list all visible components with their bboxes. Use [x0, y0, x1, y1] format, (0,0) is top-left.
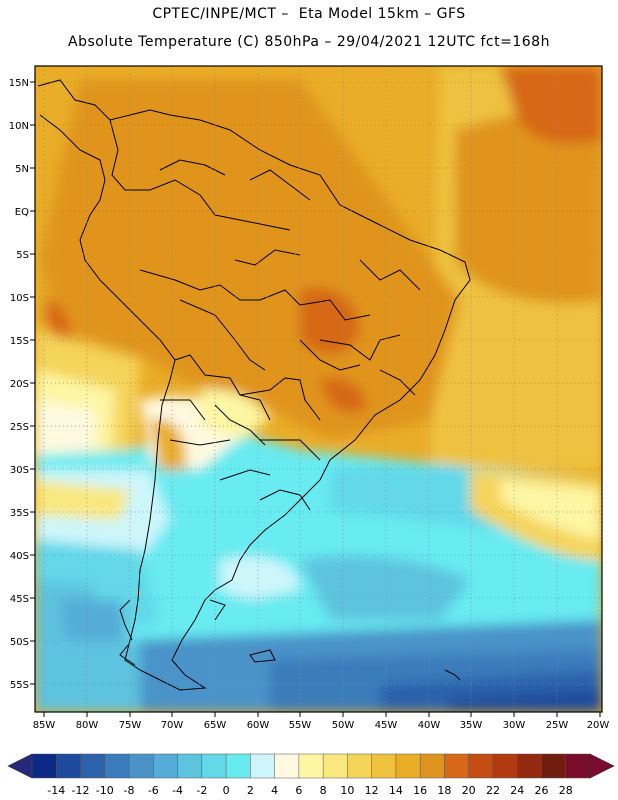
legend-label: 20: [462, 784, 476, 797]
legend-swatch: [541, 753, 567, 779]
lat-label: 20S: [10, 379, 29, 390]
map-frame: [34, 65, 603, 713]
lat-label: 5S: [16, 250, 29, 261]
legend-swatch: [419, 753, 445, 779]
color-legend: -14 -12 -10 -8 -6 -4 -2 0 2 4 6 8 10 12 14 16 18 20 22 24 26…: [7, 753, 615, 797]
lon-label: 85W: [33, 720, 56, 731]
lat-label: 55S: [10, 680, 29, 691]
legend-label: 10: [340, 784, 354, 797]
temperature-field: [35, 66, 602, 712]
legend-swatch: [298, 753, 324, 779]
legend-swatch: [56, 753, 82, 779]
lon-label: 65W: [204, 720, 227, 731]
lat-label: 15N: [9, 78, 29, 89]
legend-swatch: [177, 753, 203, 779]
legend-swatch: [153, 753, 179, 779]
lon-label: 75W: [119, 720, 142, 731]
lon-label: 80W: [76, 720, 99, 731]
lon-label: 40W: [418, 720, 441, 731]
legend-low-arrow: [7, 753, 33, 779]
legend-label: 18: [437, 784, 451, 797]
legend-swatch: [274, 753, 300, 779]
legend-swatch: [468, 753, 494, 779]
lon-label: 70W: [161, 720, 184, 731]
legend-high-arrow: [589, 753, 615, 779]
latitude-labels: 15N 10N 5N EQ 5S 10S 15S 20S 25S 30S 35S…: [9, 78, 29, 691]
legend-label: 12: [365, 784, 379, 797]
lat-label: 35S: [10, 508, 29, 519]
lat-label: 10N: [9, 121, 29, 132]
lon-label: 20W: [587, 720, 610, 731]
legend-label: 28: [559, 784, 573, 797]
legend-swatch: [395, 753, 421, 779]
longitude-labels: 85W 80W 75W 70W 65W 60W 55W 50W 45W 40W …: [33, 720, 610, 731]
lon-label: 30W: [503, 720, 526, 731]
legend-label: 16: [413, 784, 427, 797]
legend-label: 24: [510, 784, 524, 797]
legend-swatch: [31, 753, 57, 779]
title-line-variable: Absolute Temperature (C) 850hPa – 29/04/…: [68, 34, 550, 50]
legend-label: 26: [534, 784, 548, 797]
lat-label: 5N: [15, 164, 29, 175]
lat-label: 40S: [10, 551, 29, 562]
lat-label: 30S: [10, 465, 29, 476]
legend-swatch: [225, 753, 251, 779]
lon-label: 50W: [332, 720, 355, 731]
legend-label: 8: [320, 784, 327, 797]
legend-label: -8: [124, 784, 135, 797]
lat-label: 50S: [10, 637, 29, 648]
legend-label: -12: [72, 784, 90, 797]
lon-label: 25W: [546, 720, 569, 731]
legend-swatch: [492, 753, 518, 779]
legend-swatch: [80, 753, 106, 779]
legend-label: -2: [196, 784, 207, 797]
legend-label: 4: [271, 784, 278, 797]
legend-label: 0: [223, 784, 230, 797]
lon-label: 60W: [247, 720, 270, 731]
title-line-model: CPTEC/INPE/MCT – Eta Model 15km – GFS: [152, 6, 466, 22]
legend-swatch: [128, 753, 154, 779]
legend-swatch: [516, 753, 543, 779]
legend-label: 6: [295, 784, 302, 797]
legend-swatch: [104, 753, 130, 779]
legend-swatch: [250, 753, 276, 779]
legend-swatch: [371, 753, 397, 779]
lat-label: EQ: [15, 207, 29, 218]
legend-label: -14: [47, 784, 65, 797]
legend-swatch: [565, 753, 591, 779]
legend-label: -10: [96, 784, 114, 797]
legend-label: 14: [389, 784, 403, 797]
legend-label: 22: [486, 784, 500, 797]
country-borders: [37, 79, 471, 691]
lat-label: 25S: [10, 422, 29, 433]
lat-label: 45S: [10, 594, 29, 605]
legend-label: 2: [247, 784, 254, 797]
lon-label: 35W: [460, 720, 483, 731]
lat-label: 10S: [10, 293, 29, 304]
legend-swatch: [322, 753, 348, 779]
lat-label: 15S: [10, 336, 29, 347]
legend-swatch: [347, 753, 373, 779]
legend-swatch: [201, 753, 227, 779]
legend-swatch: [444, 753, 470, 779]
legend-label: -4: [172, 784, 183, 797]
legend-label: -6: [148, 784, 159, 797]
lon-label: 55W: [289, 720, 312, 731]
lon-label: 45W: [375, 720, 398, 731]
